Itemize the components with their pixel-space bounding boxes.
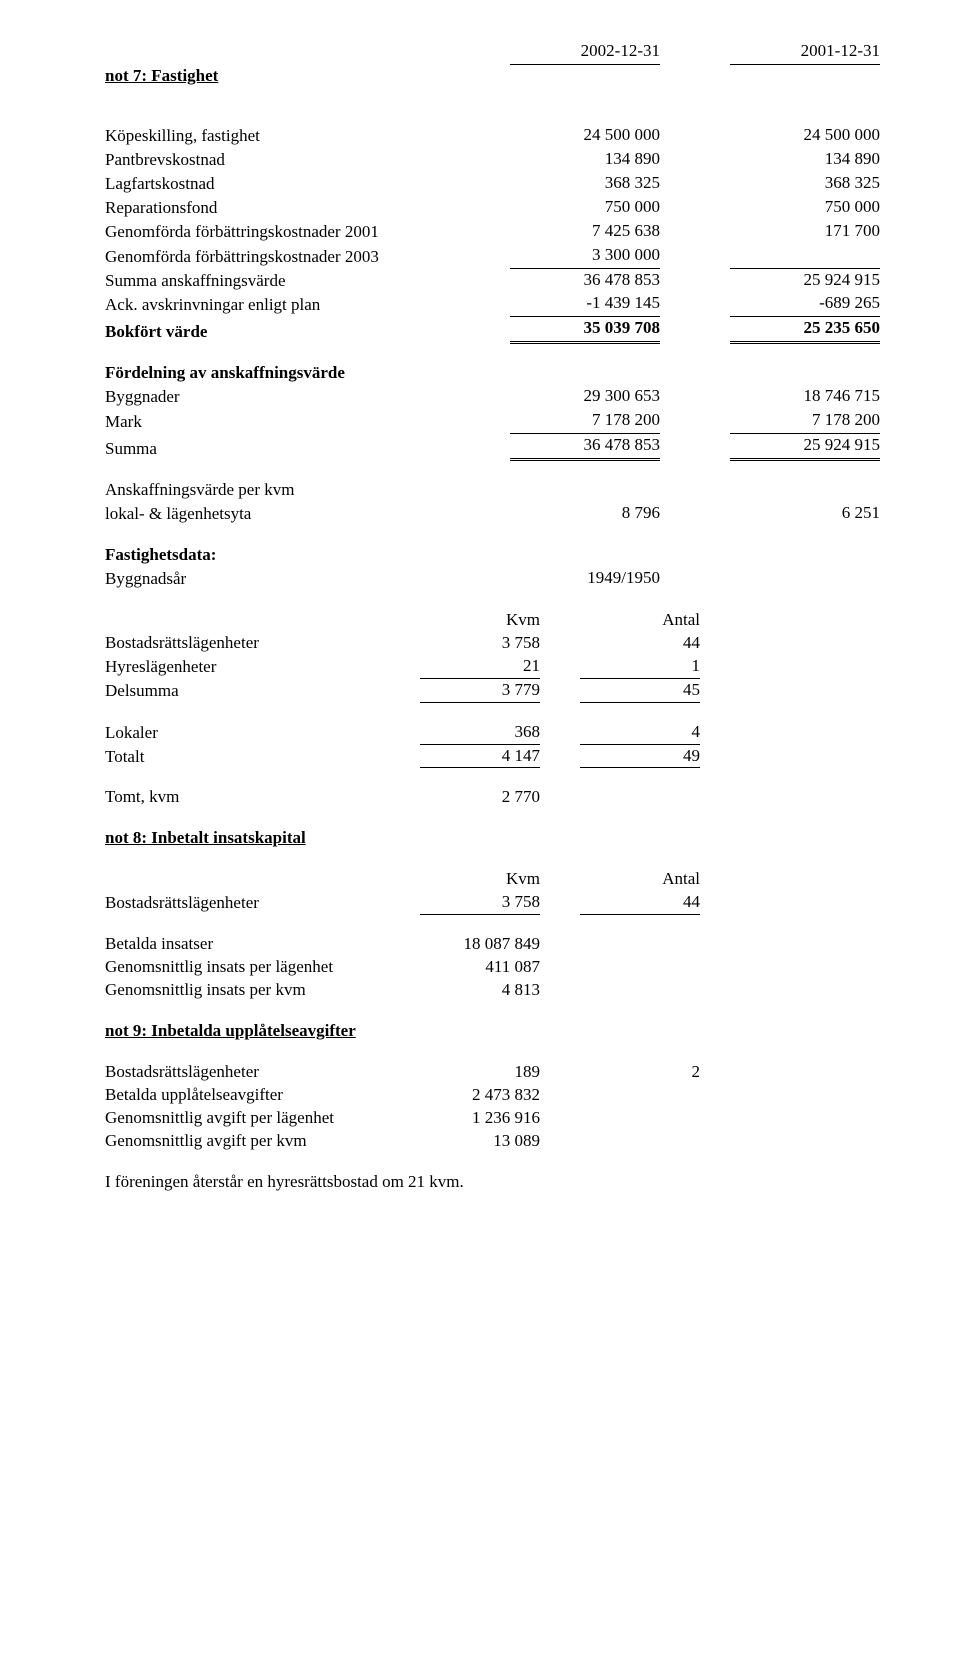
- row-label: Bostadsrättslägenheter: [105, 892, 420, 915]
- row-label: Bostadsrättslägenheter: [105, 632, 420, 655]
- row-label: Byggnader: [105, 386, 510, 409]
- cell: 24 500 000: [730, 124, 880, 148]
- cell: 13 089: [420, 1130, 540, 1153]
- row-label: Betalda upplåtelseavgifter: [105, 1084, 420, 1107]
- cell: 750 000: [730, 196, 880, 220]
- byggnadsar-value: 1949/1950: [510, 567, 660, 591]
- kvm-header: Kvm: [420, 609, 540, 632]
- row-label: Reparationsfond: [105, 197, 510, 220]
- cell: 3 779: [420, 679, 540, 703]
- cell: 171 700: [730, 220, 880, 244]
- cell: 4 813: [420, 979, 540, 1002]
- cell: 8 796: [510, 502, 660, 526]
- row-label: Genomsnittlig insats per kvm: [105, 979, 420, 1002]
- cell: 7 178 200: [730, 409, 880, 434]
- kvm-header: Kvm: [420, 868, 540, 891]
- row-label: Delsumma: [105, 680, 420, 703]
- row-label: Pantbrevskostnad: [105, 149, 510, 172]
- cell: 21: [420, 655, 540, 679]
- cell: 189: [420, 1061, 540, 1084]
- not9-heading: not 9: Inbetalda upplåtelseavgifter: [105, 1020, 880, 1043]
- cell: 368 325: [510, 172, 660, 196]
- cell: 3 758: [420, 632, 540, 655]
- row-label: Genomförda förbättringskostnader 2001: [105, 221, 510, 244]
- cell: 1 236 916: [420, 1107, 540, 1130]
- cell: -1 439 145: [510, 292, 660, 317]
- cell: 36 478 853: [510, 269, 660, 293]
- row-label: Summa: [105, 438, 510, 461]
- tomt-label: Tomt, kvm: [105, 786, 420, 809]
- cell: 24 500 000: [510, 124, 660, 148]
- cell: 3 300 000: [510, 244, 660, 269]
- date-col1: 2002-12-31: [510, 40, 660, 65]
- cell: 6 251: [730, 502, 880, 526]
- cell: 18 087 849: [420, 933, 540, 956]
- not7-heading: not 7: Fastighet: [105, 65, 880, 88]
- cell: 2: [580, 1061, 700, 1084]
- date-col2: 2001-12-31: [730, 40, 880, 65]
- row-label: Köpeskilling, fastighet: [105, 125, 510, 148]
- fordelning-heading: Fördelning av anskaffningsvärde: [105, 362, 880, 385]
- row-label: Lokaler: [105, 722, 420, 745]
- avkvm-label2: lokal- & lägenhetsyta: [105, 503, 510, 526]
- cell: 750 000: [510, 196, 660, 220]
- not9-footnote: I föreningen återstår en hyresrättsbosta…: [105, 1171, 880, 1194]
- row-label: Bokfört värde: [105, 321, 510, 344]
- cell: 25 924 915: [730, 269, 880, 293]
- cell: 134 890: [510, 148, 660, 172]
- cell: 44: [580, 891, 700, 915]
- avkvm-label1: Anskaffningsvärde per kvm: [105, 479, 880, 502]
- row-label: Summa anskaffningsvärde: [105, 270, 510, 293]
- not8-heading: not 8: Inbetalt insatskapital: [105, 827, 880, 850]
- cell: 44: [580, 632, 700, 655]
- row-label: Genomsnittlig avgift per kvm: [105, 1130, 420, 1153]
- row-label: Ack. avskrinvningar enligt plan: [105, 294, 510, 317]
- row-label: Totalt: [105, 746, 420, 769]
- cell: 25 924 915: [730, 434, 880, 461]
- byggnadsar-label: Byggnadsår: [105, 568, 510, 591]
- cell: 368 325: [730, 172, 880, 196]
- cell: 29 300 653: [510, 385, 660, 409]
- cell: 4 147: [420, 745, 540, 769]
- cell: 411 087: [420, 956, 540, 979]
- cell: 36 478 853: [510, 434, 660, 461]
- row-label: Genomsnittlig avgift per lägenhet: [105, 1107, 420, 1130]
- cell: 7 178 200: [510, 409, 660, 434]
- cell: 2 473 832: [420, 1084, 540, 1107]
- cell: 368: [420, 721, 540, 745]
- row-label: Genomsnittlig insats per lägenhet: [105, 956, 420, 979]
- tomt-value: 2 770: [420, 786, 540, 809]
- row-label: Hyreslägenheter: [105, 656, 420, 679]
- cell: 45: [580, 679, 700, 703]
- cell: 7 425 638: [510, 220, 660, 244]
- row-label: Genomförda förbättringskostnader 2003: [105, 246, 510, 269]
- cell: -689 265: [730, 292, 880, 317]
- cell: 134 890: [730, 148, 880, 172]
- cell: 49: [580, 745, 700, 769]
- row-label: Lagfartskostnad: [105, 173, 510, 196]
- cell: 3 758: [420, 891, 540, 915]
- fastighetsdata-heading: Fastighetsdata:: [105, 544, 880, 567]
- cell: 18 746 715: [730, 385, 880, 409]
- row-label: Betalda insatser: [105, 933, 420, 956]
- cell: 4: [580, 721, 700, 745]
- cell: 35 039 708: [510, 317, 660, 344]
- row-label: Mark: [105, 411, 510, 434]
- row-label: Bostadsrättslägenheter: [105, 1061, 420, 1084]
- antal-header: Antal: [580, 868, 700, 891]
- cell: 25 235 650: [730, 317, 880, 344]
- antal-header: Antal: [580, 609, 700, 632]
- cell: 1: [580, 655, 700, 679]
